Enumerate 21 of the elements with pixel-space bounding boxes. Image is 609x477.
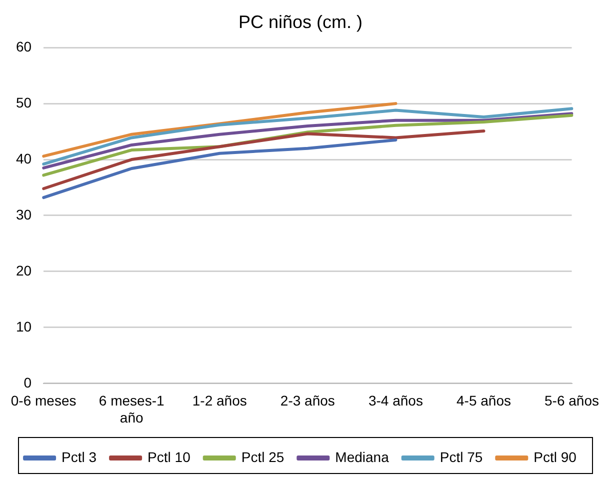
x-tick-label: 6 meses-1 año <box>98 392 164 426</box>
x-tick-label: 0-6 meses <box>10 392 76 409</box>
legend-label: Pctl 10 <box>148 448 191 465</box>
x-tick-label: 2-3 años <box>280 392 335 409</box>
y-tick-label: 10 <box>16 318 32 334</box>
y-tick-label: 40 <box>16 150 32 166</box>
y-tick-label: 30 <box>16 206 32 222</box>
x-tick-label: 4-5 años <box>456 392 511 409</box>
x-tick-label: 3-4 años <box>368 392 423 409</box>
y-tick-label: 60 <box>16 38 32 54</box>
legend-label: Pctl 75 <box>440 448 483 465</box>
legend-label: Pctl 3 <box>62 448 97 465</box>
y-tick-label: 0 <box>24 374 32 390</box>
legend-label: Pctl 90 <box>534 448 577 465</box>
legend-label: Pctl 25 <box>241 448 284 465</box>
chart-title: PC niños (cm. ) <box>238 12 363 32</box>
y-tick-label: 50 <box>16 94 32 110</box>
y-tick-label: 20 <box>16 262 32 278</box>
legend-label: Mediana <box>335 448 390 465</box>
x-tick-label: 1-2 años <box>192 392 247 409</box>
x-tick-label: 5-6 años <box>544 392 599 409</box>
